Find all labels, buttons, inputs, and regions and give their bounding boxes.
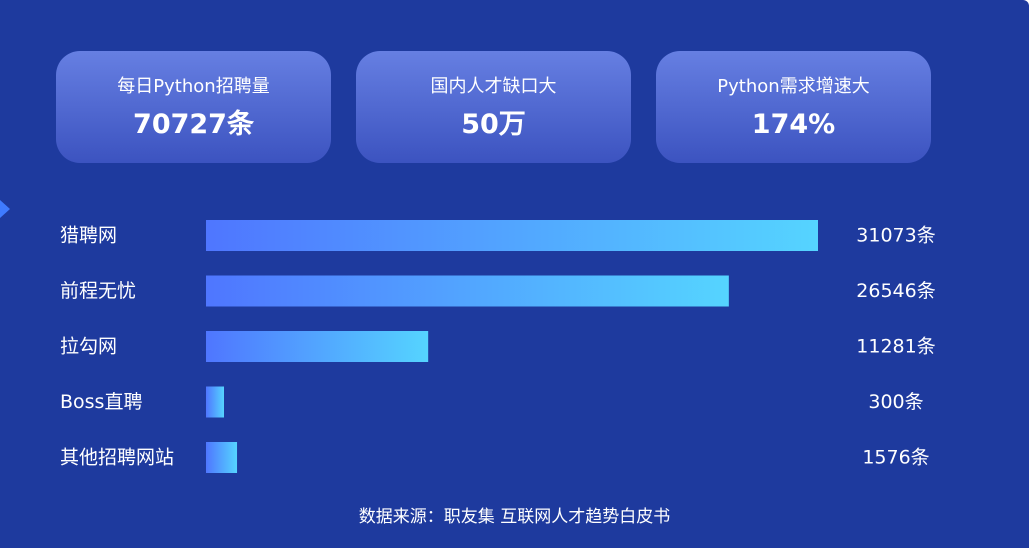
value-label: 11281条	[856, 336, 935, 358]
stat-label: 国内人才缺口大	[430, 76, 557, 97]
bar	[206, 275, 729, 307]
value-label: 300条	[868, 391, 923, 413]
category-label: Boss直聘	[60, 391, 142, 413]
stat-card-daily-jobs: 每日Python招聘量 70727条	[56, 51, 331, 163]
stat-label: 每日Python招聘量	[117, 76, 270, 97]
side-arrow-icon	[0, 200, 10, 218]
stat-value: 70727条	[133, 109, 254, 140]
value-label: 1576条	[862, 447, 929, 469]
bar	[206, 442, 238, 473]
bar	[206, 331, 429, 362]
value-label: 26546条	[856, 280, 935, 302]
stat-value: 50万	[461, 109, 526, 140]
category-label: 其他招聘网站	[60, 447, 174, 469]
bar	[206, 386, 224, 418]
category-label: 拉勾网	[60, 336, 117, 358]
stat-label: Python需求增速大	[717, 76, 870, 97]
data-source-note: 数据来源：职友集 互联网人才趋势白皮书	[358, 507, 671, 527]
value-label: 31073条	[856, 225, 935, 247]
category-label: 猎聘网	[60, 225, 117, 247]
stat-card-demand-growth: Python需求增速大 174%	[656, 51, 931, 163]
bar	[206, 220, 818, 251]
category-label: 前程无忧	[60, 280, 136, 302]
stat-card-talent-gap: 国内人才缺口大 50万	[356, 51, 631, 163]
stat-value: 174%	[751, 109, 836, 140]
